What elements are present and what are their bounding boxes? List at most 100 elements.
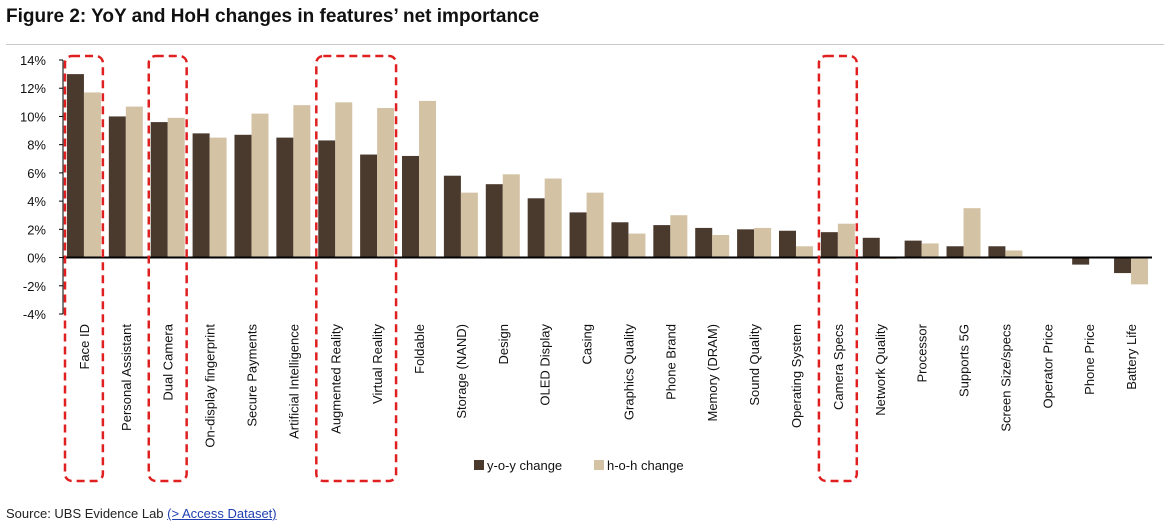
bar-yoy — [737, 229, 755, 258]
y-tick-label: 6% — [27, 166, 46, 181]
bar-yoy — [611, 222, 629, 258]
y-tick-label: 8% — [27, 138, 46, 153]
category-label: Network Quality — [873, 324, 888, 416]
category-label: Phone Brand — [663, 324, 678, 400]
bar-hoh — [293, 105, 311, 258]
bar-chart: 14% 12% 10% 8% 6% 4% 2% 0% -2% -4% Face ID Persona… — [20, 53, 1152, 483]
bar-hoh — [544, 178, 562, 258]
category-label: Supports 5G — [957, 324, 972, 397]
bar-hoh — [795, 246, 813, 258]
bar-yoy — [485, 184, 503, 258]
category-label: Dual Camera — [161, 323, 176, 400]
bar-yoy — [108, 116, 126, 258]
bar-yoy — [778, 230, 796, 258]
category-label: Design — [496, 324, 511, 364]
bar-yoy — [234, 134, 252, 258]
y-tick-label: 12% — [20, 81, 46, 96]
y-tick-label: 4% — [27, 194, 46, 209]
bar-hoh — [1005, 250, 1023, 258]
title-divider — [6, 44, 1164, 45]
bar-hoh — [125, 106, 143, 258]
category-label: Face ID — [77, 324, 92, 370]
y-tick-label: -2% — [23, 279, 47, 294]
highlight-box — [315, 54, 398, 483]
bar-yoy — [695, 227, 713, 258]
bar-yoy — [820, 232, 838, 258]
bar-yoy — [653, 225, 671, 258]
legend-swatch-yoy — [474, 460, 484, 470]
bar-yoy — [569, 212, 587, 258]
legend: y-o-y change h-o-h change — [474, 458, 684, 473]
category-label: Operator Price — [1040, 324, 1055, 409]
highlight-box — [147, 54, 188, 483]
bar-hoh — [670, 215, 688, 258]
category-label: Operating System — [789, 324, 804, 428]
access-dataset-link[interactable]: (> Access Dataset) — [167, 506, 277, 521]
category-label: Screen Size/specs — [998, 324, 1013, 432]
category-label: Camera Specs — [831, 324, 846, 410]
category-label: Personal Assistant — [119, 324, 134, 431]
category-label: Memory (DRAM) — [705, 324, 720, 422]
bar-hoh — [251, 113, 269, 258]
bar-yoy — [402, 155, 420, 258]
bar-hoh — [754, 227, 772, 258]
category-label: Secure Payments — [244, 324, 259, 427]
bar-yoy — [946, 246, 964, 258]
legend-label-hoh: h-o-h change — [607, 458, 684, 473]
category-label: Artificial Intelligence — [286, 324, 301, 439]
highlight-boxes — [63, 54, 859, 483]
figure-title: Figure 2: YoY and HoH changes in feature… — [6, 6, 540, 27]
bar-hoh — [921, 243, 939, 258]
bar-yoy — [1072, 257, 1090, 265]
bar-yoy — [150, 122, 168, 258]
category-label: Battery Life — [1124, 324, 1139, 390]
highlight-box — [817, 54, 859, 483]
category-label: Sound Quality — [747, 324, 762, 406]
y-tick-label: 2% — [27, 222, 46, 237]
bar-yoy — [360, 154, 378, 258]
bar-yoy — [527, 198, 545, 258]
bar-hoh — [586, 192, 604, 258]
bar-yoy — [318, 140, 336, 258]
category-label: Graphics Quality — [621, 324, 636, 421]
y-tick-label: 0% — [27, 251, 46, 266]
bar-yoy — [862, 237, 880, 258]
bar-hoh — [502, 174, 520, 258]
category-label: Foldable — [412, 324, 427, 374]
bar-yoy — [443, 175, 461, 258]
bar-yoy — [988, 246, 1006, 258]
category-label: Processor — [915, 323, 930, 382]
bar-yoy — [66, 74, 84, 258]
bar-yoy — [276, 137, 294, 258]
category-label: Casing — [580, 324, 595, 364]
bar-hoh — [167, 117, 185, 258]
category-label: Augmented Reality — [328, 324, 343, 434]
bar-yoy — [192, 133, 210, 258]
bars — [66, 74, 1149, 285]
y-tick-label: 10% — [20, 109, 46, 124]
bar-hoh — [963, 208, 981, 258]
category-labels: Face ID Personal Assistant Dual Camera On-d… — [77, 323, 1139, 447]
bar-hoh — [419, 100, 437, 258]
bar-yoy — [904, 240, 922, 258]
category-label: Storage (NAND) — [454, 324, 469, 419]
bar-hoh — [712, 234, 730, 258]
bar-yoy — [1114, 257, 1132, 274]
y-tick-label: -4% — [23, 307, 47, 322]
bar-hoh — [209, 137, 227, 258]
y-axis: 14% 12% 10% 8% 6% 4% 2% 0% -2% -4% — [20, 53, 64, 322]
legend-label-yoy: y-o-y change — [487, 458, 562, 473]
bar-hoh — [628, 233, 646, 258]
bar-hoh — [377, 107, 395, 258]
bar-hoh — [1131, 257, 1149, 285]
y-tick-label: 14% — [20, 53, 46, 68]
category-label: OLED Display — [538, 324, 553, 406]
bar-hoh — [335, 102, 353, 258]
source-text: Source: UBS Evidence Lab — [6, 506, 168, 521]
source-note: Source: UBS Evidence Lab (> Access Datas… — [6, 506, 277, 521]
legend-swatch-hoh — [594, 460, 604, 470]
category-label: On-display fingerprint — [203, 324, 218, 448]
bar-hoh — [460, 192, 478, 258]
category-label: Phone Price — [1082, 324, 1097, 395]
bar-hoh — [837, 223, 855, 258]
